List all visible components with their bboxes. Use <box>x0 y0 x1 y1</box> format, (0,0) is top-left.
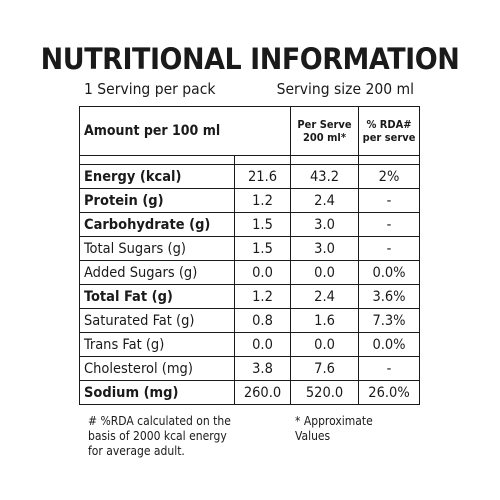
approx-footnote-line2: Values <box>295 429 331 443</box>
table-gap-row <box>79 155 421 165</box>
nutrient-label: Protein (g) <box>79 188 235 213</box>
per-100ml-value: 1.2 <box>233 284 292 309</box>
table-row: Cholesterol (mg) 3.8 7.6- <box>79 356 421 381</box>
rda-footnote-line2: basis of 2000 kcal energy <box>88 429 227 443</box>
per-serve-value: 520.0 <box>290 380 360 405</box>
table-header-row: Amount per 100 ml Per Serve 200 ml* % RD… <box>78 106 421 156</box>
header-amount-label: Amount per 100 ml <box>78 106 292 156</box>
approx-footnote-line1: * Approximate <box>295 414 373 428</box>
rda-value: 7.3% <box>358 308 421 333</box>
rda-value: - <box>358 236 421 261</box>
per-serve-value: 0.0 <box>290 260 360 285</box>
nutrient-label: Total Fat (g) <box>79 284 235 309</box>
nutrient-label: Saturated Fat (g) <box>79 308 235 333</box>
serving-size: Serving size 200 ml <box>276 80 414 98</box>
per-serve-value: 3.0 <box>290 212 360 237</box>
per-100ml-value: 0.0 <box>233 260 292 285</box>
per-100ml-value: 21.6 <box>233 164 292 189</box>
per-100ml-value: 0.8 <box>233 308 292 333</box>
header-rda: % RDA# per serve <box>358 106 421 156</box>
header-per-serve: Per Serve 200 ml* <box>290 106 360 156</box>
per-100ml-value: 1.5 <box>233 236 292 261</box>
per-serve-value: 1.6 <box>290 308 360 333</box>
per-100ml-value: 1.5 <box>233 212 292 237</box>
rda-value: 0.0% <box>358 332 421 357</box>
header-per-serve-line2: 200 ml* <box>303 131 346 144</box>
rda-value: 0.0% <box>358 260 421 285</box>
nutrient-label: Energy (kcal) <box>79 164 235 189</box>
nutrient-label: Trans Fat (g) <box>79 332 235 357</box>
rda-footnote: # %RDA calculated on the basis of 2000 k… <box>88 414 248 459</box>
per-100ml-value: 0.0 <box>233 332 292 357</box>
per-serve-value: 43.2 <box>290 164 360 189</box>
table-row: Protein (g) 1.2 2.4- <box>79 188 421 213</box>
nutrient-label: Sodium (mg) <box>79 380 235 405</box>
per-100ml-value: 260.0 <box>233 380 292 405</box>
per-serve-value: 0.0 <box>290 332 360 357</box>
per-100ml-value: 1.2 <box>233 188 292 213</box>
nutrition-table: Amount per 100 ml Per Serve 200 ml* % RD… <box>78 106 421 405</box>
header-rda-line1: % RDA# <box>366 118 412 131</box>
header-per-serve-line1: Per Serve <box>297 118 352 131</box>
table-row: Energy (kcal) 21.6 43.2 2% <box>79 164 421 189</box>
table-row: Saturated Fat (g) 0.8 1.6 7.3% <box>79 308 421 333</box>
per-serve-value: 2.4 <box>290 284 360 309</box>
gap-cell <box>233 155 292 165</box>
table-row: Trans Fat (g) 0.0 0.0 0.0% <box>79 332 421 357</box>
gap-cell <box>79 155 235 165</box>
rda-value: 26.0% <box>358 380 421 405</box>
table-row: Total Fat (g) 1.2 2.4 3.6% <box>79 284 421 309</box>
rda-footnote-line3: for average adult. <box>88 444 185 458</box>
approx-footnote: * Approximate Values <box>295 414 415 444</box>
rda-value: 2% <box>358 164 421 189</box>
nutrient-label: Added Sugars (g) <box>79 260 235 285</box>
table-row: Added Sugars (g) 0.0 0.0 0.0% <box>79 260 421 285</box>
nutrient-label: Carbohydrate (g) <box>79 212 235 237</box>
table-row: Carbohydrate (g) 1.5 3.0- <box>79 212 421 237</box>
servings-per-pack: 1 Serving per pack <box>84 80 216 98</box>
nutrient-label: Total Sugars (g) <box>79 236 235 261</box>
per-100ml-value: 3.8 <box>233 356 292 381</box>
per-serve-value: 3.0 <box>290 236 360 261</box>
table-row: Total Sugars (g) 1.5 3.0- <box>79 236 421 261</box>
rda-value: - <box>358 212 421 237</box>
label-title: NUTRITIONAL INFORMATION <box>40 42 460 76</box>
per-serve-value: 2.4 <box>290 188 360 213</box>
rda-value: 3.6% <box>358 284 421 309</box>
per-serve-value: 7.6 <box>290 356 360 381</box>
gap-cell <box>358 155 421 165</box>
gap-cell <box>290 155 360 165</box>
rda-footnote-line1: # %RDA calculated on the <box>88 414 231 428</box>
rda-value: - <box>358 188 421 213</box>
rda-value: - <box>358 356 421 381</box>
nutrient-label: Cholesterol (mg) <box>79 356 235 381</box>
header-rda-line2: per serve <box>362 131 416 144</box>
table-row: Sodium (mg) 260.0 520.0 26.0% <box>79 380 421 405</box>
